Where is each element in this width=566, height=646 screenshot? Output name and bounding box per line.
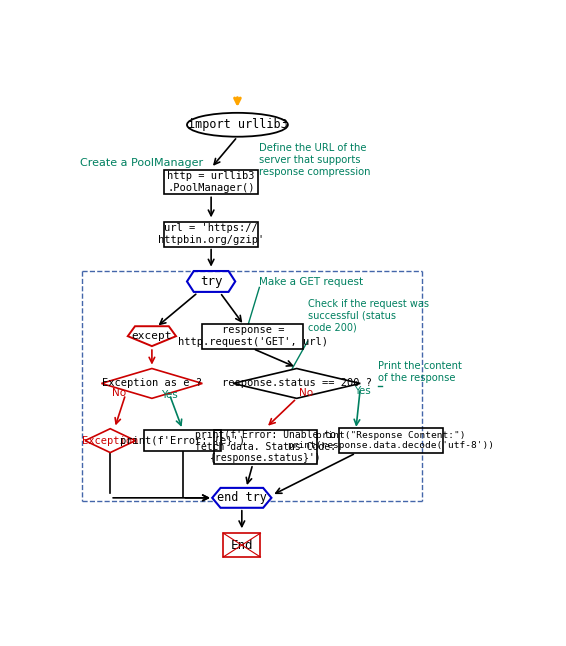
Text: Define the URL of the
server that supports
response compression: Define the URL of the server that suppor… [259,143,371,176]
Text: No: No [113,388,127,398]
Bar [223,533,260,557]
Text: Exception: Exception [82,435,138,446]
Text: print(f'Error: {e}'): print(f'Error: {e}') [120,435,245,446]
Text: End: End [230,539,253,552]
Text: import urllib3: import urllib3 [187,118,288,131]
Text: Create a PoolManager: Create a PoolManager [79,158,203,168]
Text: Make a GET request: Make a GET request [259,277,363,287]
Bar [215,430,318,464]
Text: except: except [132,331,172,341]
Text: print("Response Content:")
print(response.data.decode('utf-8')): print("Response Content:") print(respons… [288,431,495,450]
Bar [164,169,258,194]
Text: response =
http.request('GET', url): response = http.request('GET', url) [178,326,328,347]
Text: No: No [299,388,313,398]
Text: Print the content
of the response: Print the content of the response [378,361,462,383]
Bar [203,324,303,349]
Text: response.status == 200 ?: response.status == 200 ? [222,379,372,388]
Text: Exception as e ?: Exception as e ? [102,379,202,388]
Bar [340,428,443,453]
Text: try: try [200,275,222,288]
Text: Check if the request was
successful (status
code 200): Check if the request was successful (sta… [308,299,428,332]
Text: end try: end try [217,492,267,505]
Text: http = urllib3
.PoolManager(): http = urllib3 .PoolManager() [168,171,255,193]
Bar [164,222,258,247]
Text: Yes: Yes [354,386,370,397]
Text: Yes: Yes [161,390,177,401]
Text: print(f'Error: Unable to
fetch data. Status Code:
{response.status}'): print(f'Error: Unable to fetch data. Sta… [195,430,336,463]
Bar [144,430,221,451]
Text: url = 'https://
httpbin.org/gzip': url = 'https:// httpbin.org/gzip' [158,224,264,245]
